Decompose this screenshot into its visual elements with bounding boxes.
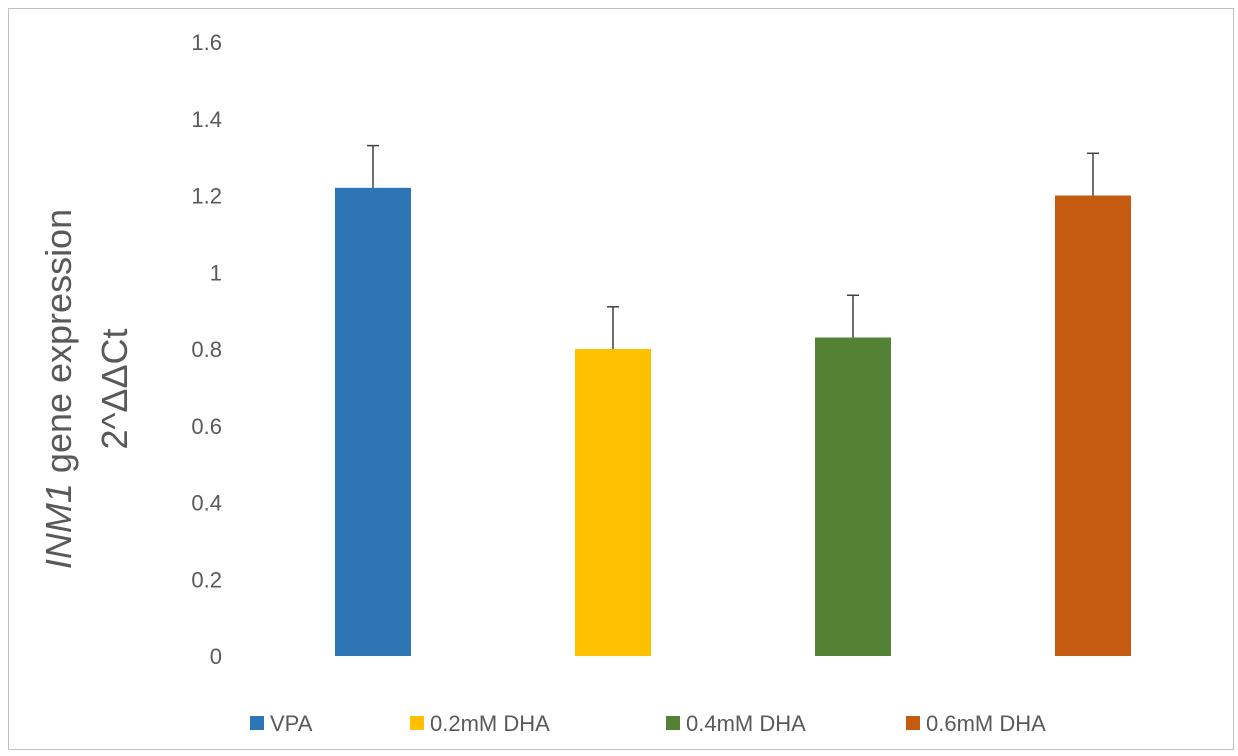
y-tick-label: 0.4 xyxy=(191,491,222,516)
legend-label: 0.2mM DHA xyxy=(430,711,550,736)
bar xyxy=(335,187,411,656)
legend-swatch xyxy=(410,716,424,730)
y-tick-label: 0 xyxy=(210,644,222,669)
legend: VPA 0.2mM DHA 0.4mM DHA 0.6mM DHA xyxy=(250,711,1046,736)
y-tick-label: 0.2 xyxy=(191,567,222,592)
y-axis-title-gene: INM1 xyxy=(38,483,79,569)
legend-item: 0.4mM DHA xyxy=(666,711,806,736)
bars xyxy=(335,187,1131,656)
legend-item: VPA xyxy=(250,711,313,736)
y-tick-label: 1.2 xyxy=(191,184,222,209)
y-axis-title-line1: INM1 gene expression xyxy=(38,209,79,569)
legend-label: VPA xyxy=(270,711,313,736)
legend-label: 0.6mM DHA xyxy=(926,711,1046,736)
bar xyxy=(1055,195,1131,656)
legend-swatch xyxy=(666,716,680,730)
legend-item: 0.6mM DHA xyxy=(906,711,1046,736)
bar xyxy=(815,337,891,656)
bar xyxy=(575,349,651,656)
y-tick-label: 1.6 xyxy=(191,30,222,55)
legend-item: 0.2mM DHA xyxy=(410,711,550,736)
y-axis-title-line2: 2^ΔΔCt xyxy=(94,328,135,449)
legend-swatch xyxy=(906,716,920,730)
legend-label: 0.4mM DHA xyxy=(686,711,806,736)
y-axis-title-suffix: gene expression xyxy=(38,209,79,483)
bar-chart: INM1 gene expression 2^ΔΔCt 0 0.2 0.4 0.6 0.… xyxy=(38,30,1131,736)
chart-frame: INM1 gene expression 2^ΔΔCt 0 0.2 0.4 0.6 0.… xyxy=(8,8,1234,750)
y-tick-label: 1 xyxy=(210,260,222,285)
error-bars xyxy=(367,144,1099,349)
y-axis-title: INM1 gene expression 2^ΔΔCt xyxy=(38,209,135,569)
y-tick-label: 0.8 xyxy=(191,337,222,362)
y-axis-tick-labels: 0 0.2 0.4 0.6 0.8 1 1.2 1.4 1.6 xyxy=(191,30,222,669)
y-tick-label: 1.4 xyxy=(191,107,222,132)
y-tick-label: 0.6 xyxy=(191,414,222,439)
legend-swatch xyxy=(250,716,264,730)
